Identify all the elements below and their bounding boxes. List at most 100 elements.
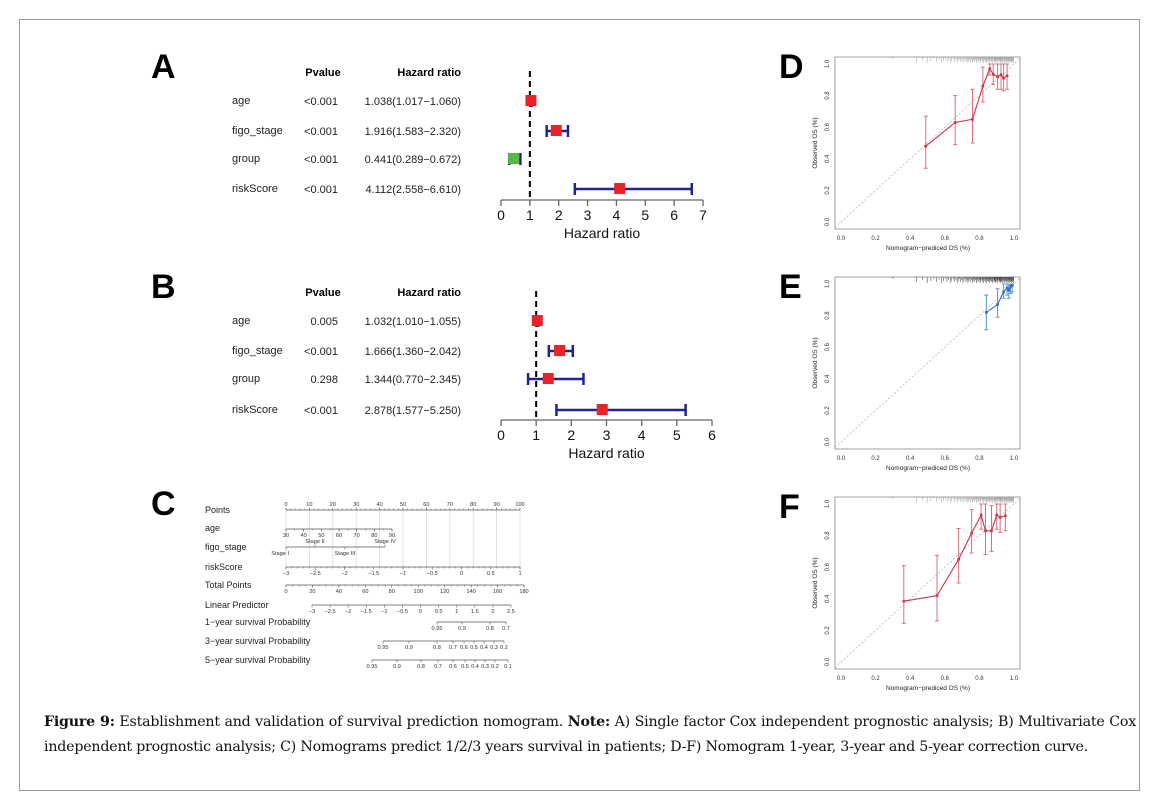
nomogram-tick-label: 60 <box>336 533 342 539</box>
nomogram-tick-label: 0.7 <box>449 645 457 651</box>
nomogram-tick-label: 70 <box>447 502 453 508</box>
calibration-point <box>996 75 999 78</box>
nomogram-tick-label: Stage II <box>305 539 325 545</box>
row-label-figo_stage: figo_stage <box>232 125 283 137</box>
calibration-point <box>999 73 1003 77</box>
x-tick-label: 3 <box>584 207 592 223</box>
calibration-point <box>1004 514 1007 518</box>
nomogram-tick-label: 0.3 <box>490 645 498 651</box>
hazard-ratio-marker <box>542 373 554 384</box>
row-hazard-ratio: 1.344(0.770−2.345) <box>365 374 461 386</box>
calibration-point <box>902 599 906 603</box>
nomogram-tick-label: 0.5 <box>461 664 469 670</box>
nomogram-tick-label: 2 <box>491 609 494 615</box>
row-label-figo_stage: figo_stage <box>232 345 283 357</box>
nomogram-tick-label: 0.2 <box>500 645 508 651</box>
row-pvalue: 0.005 <box>310 316 338 328</box>
nomogram-tick-label: −2 <box>341 571 347 577</box>
nomogram-tick-label: 0.8 <box>417 664 425 670</box>
calibration-point <box>1010 284 1014 287</box>
row-pvalue: <0.001 <box>304 96 338 108</box>
calibration-point <box>970 531 973 535</box>
nomogram-tick-label: 140 <box>466 589 475 595</box>
x-tick-label: 0.2 <box>871 456 880 462</box>
x-tick-label: 0.0 <box>837 236 846 242</box>
row-hazard-ratio: 1.032(1.010−1.055) <box>365 316 461 328</box>
row-label-group: group <box>232 153 260 165</box>
x-tick-label: 0.4 <box>906 676 915 682</box>
row-label-age: age <box>232 95 250 107</box>
y-axis-title: Observed OS (%) <box>812 337 819 388</box>
x-tick-label: 0.2 <box>871 676 880 682</box>
row-hazard-ratio: 4.112(2.558−6.610) <box>365 184 461 196</box>
row-hazard-ratio: 1.038(1.017−1.060) <box>365 96 461 108</box>
hazard-ratio-marker <box>554 345 566 356</box>
nomogram-tick-label: Stage IV <box>374 539 396 545</box>
nomogram-tick-label: 50 <box>318 533 324 539</box>
nomogram-row-label: age <box>205 523 220 533</box>
nomogram-tick-label: −2 <box>345 609 351 615</box>
x-tick-label: 0.4 <box>906 456 915 462</box>
y-tick-label: 0.4 <box>825 374 831 383</box>
calibration-point <box>953 121 957 124</box>
nomogram-tick-label: 70 <box>354 533 360 539</box>
nomogram-tick-label: 0.3 <box>481 664 489 670</box>
nomogram-tick-label: 0.6 <box>460 645 468 651</box>
row-label-riskScore: riskScore <box>232 404 278 416</box>
calibration-point <box>991 72 995 76</box>
x-tick-label: 3 <box>603 427 611 443</box>
y-tick-label: 0.0 <box>825 657 831 666</box>
calibration-point <box>990 529 993 533</box>
nomogram-tick-label: 60 <box>362 589 368 595</box>
y-tick-label: 0.4 <box>825 594 831 603</box>
calibration-point <box>995 513 998 517</box>
nomogram-tick-label: 1.5 <box>471 609 479 615</box>
caption-text: Establishment and validation of survival… <box>114 714 568 730</box>
nomogram-tick-label: −2.5 <box>325 609 336 615</box>
y-tick-label: 0.8 <box>825 91 831 100</box>
calibration-point <box>996 303 999 306</box>
y-tick-label: 1.0 <box>825 59 831 68</box>
hazard-ratio-marker <box>614 183 626 194</box>
row-pvalue: <0.001 <box>304 154 338 166</box>
nomogram-tick-label: 10 <box>306 502 312 508</box>
x-tick-label: 2 <box>567 427 575 443</box>
nomogram-tick-label: 0.5 <box>470 645 478 651</box>
ideal-diagonal <box>834 58 1021 228</box>
row-hazard-ratio: 1.666(1.360−2.042) <box>365 346 461 358</box>
nomogram-row-label: Total Points <box>205 580 252 590</box>
nomogram-row-label: 5−year survival Probability <box>205 655 311 665</box>
x-tick-label: 1.0 <box>1010 236 1019 242</box>
nomogram-tick-label: 0.95 <box>367 664 378 670</box>
x-tick-label: 0.0 <box>837 456 846 462</box>
y-tick-label: 0.6 <box>825 342 831 351</box>
nomogram-tick-label: 0.7 <box>502 626 510 632</box>
nomogram-tick-label: 0.95 <box>378 645 389 651</box>
x-tick-label: 0 <box>497 427 505 443</box>
x-tick-label: 2 <box>555 207 563 223</box>
row-pvalue: <0.001 <box>304 346 338 358</box>
row-hazard-ratio: 1.916(1.583−2.320) <box>365 126 461 138</box>
calibration-point <box>924 144 928 148</box>
hazard-ratio-marker <box>531 315 543 326</box>
nomogram-tick-label: 160 <box>493 589 502 595</box>
y-tick-label: 0.8 <box>825 311 831 320</box>
caption-figure-label: Figure 9: <box>44 714 115 730</box>
calibration-point <box>981 84 985 88</box>
nomogram-tick-label: 0 <box>460 571 463 577</box>
x-tick-label: 4 <box>613 207 621 223</box>
nomogram-tick-label: 20 <box>330 502 336 508</box>
row-label-age: age <box>232 315 250 327</box>
row-hazard-ratio: 0.441(0.289−0.672) <box>365 154 461 166</box>
x-tick-label: 7 <box>699 207 707 223</box>
panel-label-c: C <box>151 485 176 523</box>
x-tick-label: 0.6 <box>941 236 950 242</box>
y-tick-label: 1.0 <box>825 499 831 508</box>
nomogram-tick-label: −3 <box>309 609 315 615</box>
pvalue-header: Pvalue <box>305 67 340 79</box>
x-tick-label: 5 <box>673 427 681 443</box>
calibration-point <box>984 529 987 533</box>
calibration-point <box>1002 290 1005 294</box>
nomogram-tick-label: 60 <box>423 502 429 508</box>
nomogram-tick-label: 120 <box>440 589 449 595</box>
